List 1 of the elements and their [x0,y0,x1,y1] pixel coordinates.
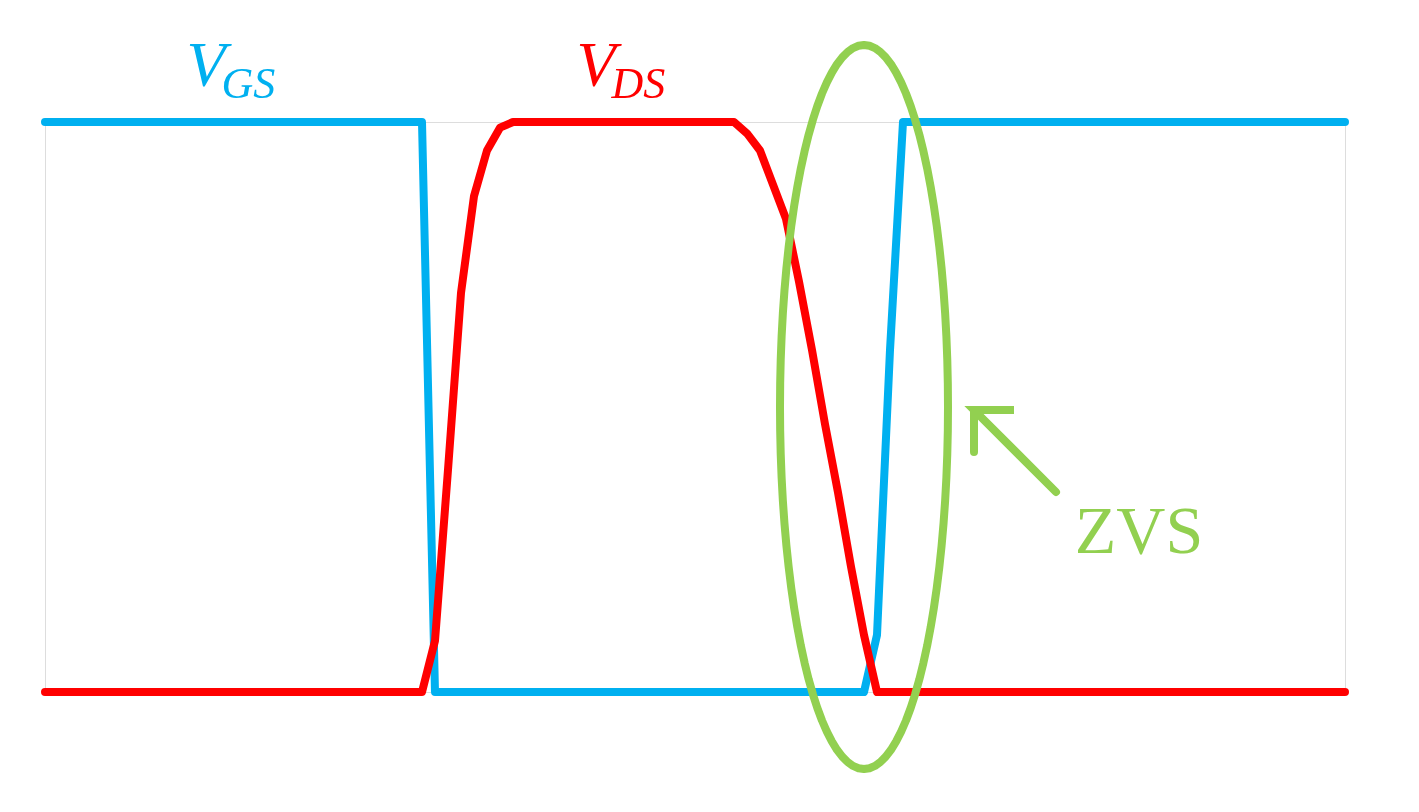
annotation: ZVS [1074,492,1204,568]
